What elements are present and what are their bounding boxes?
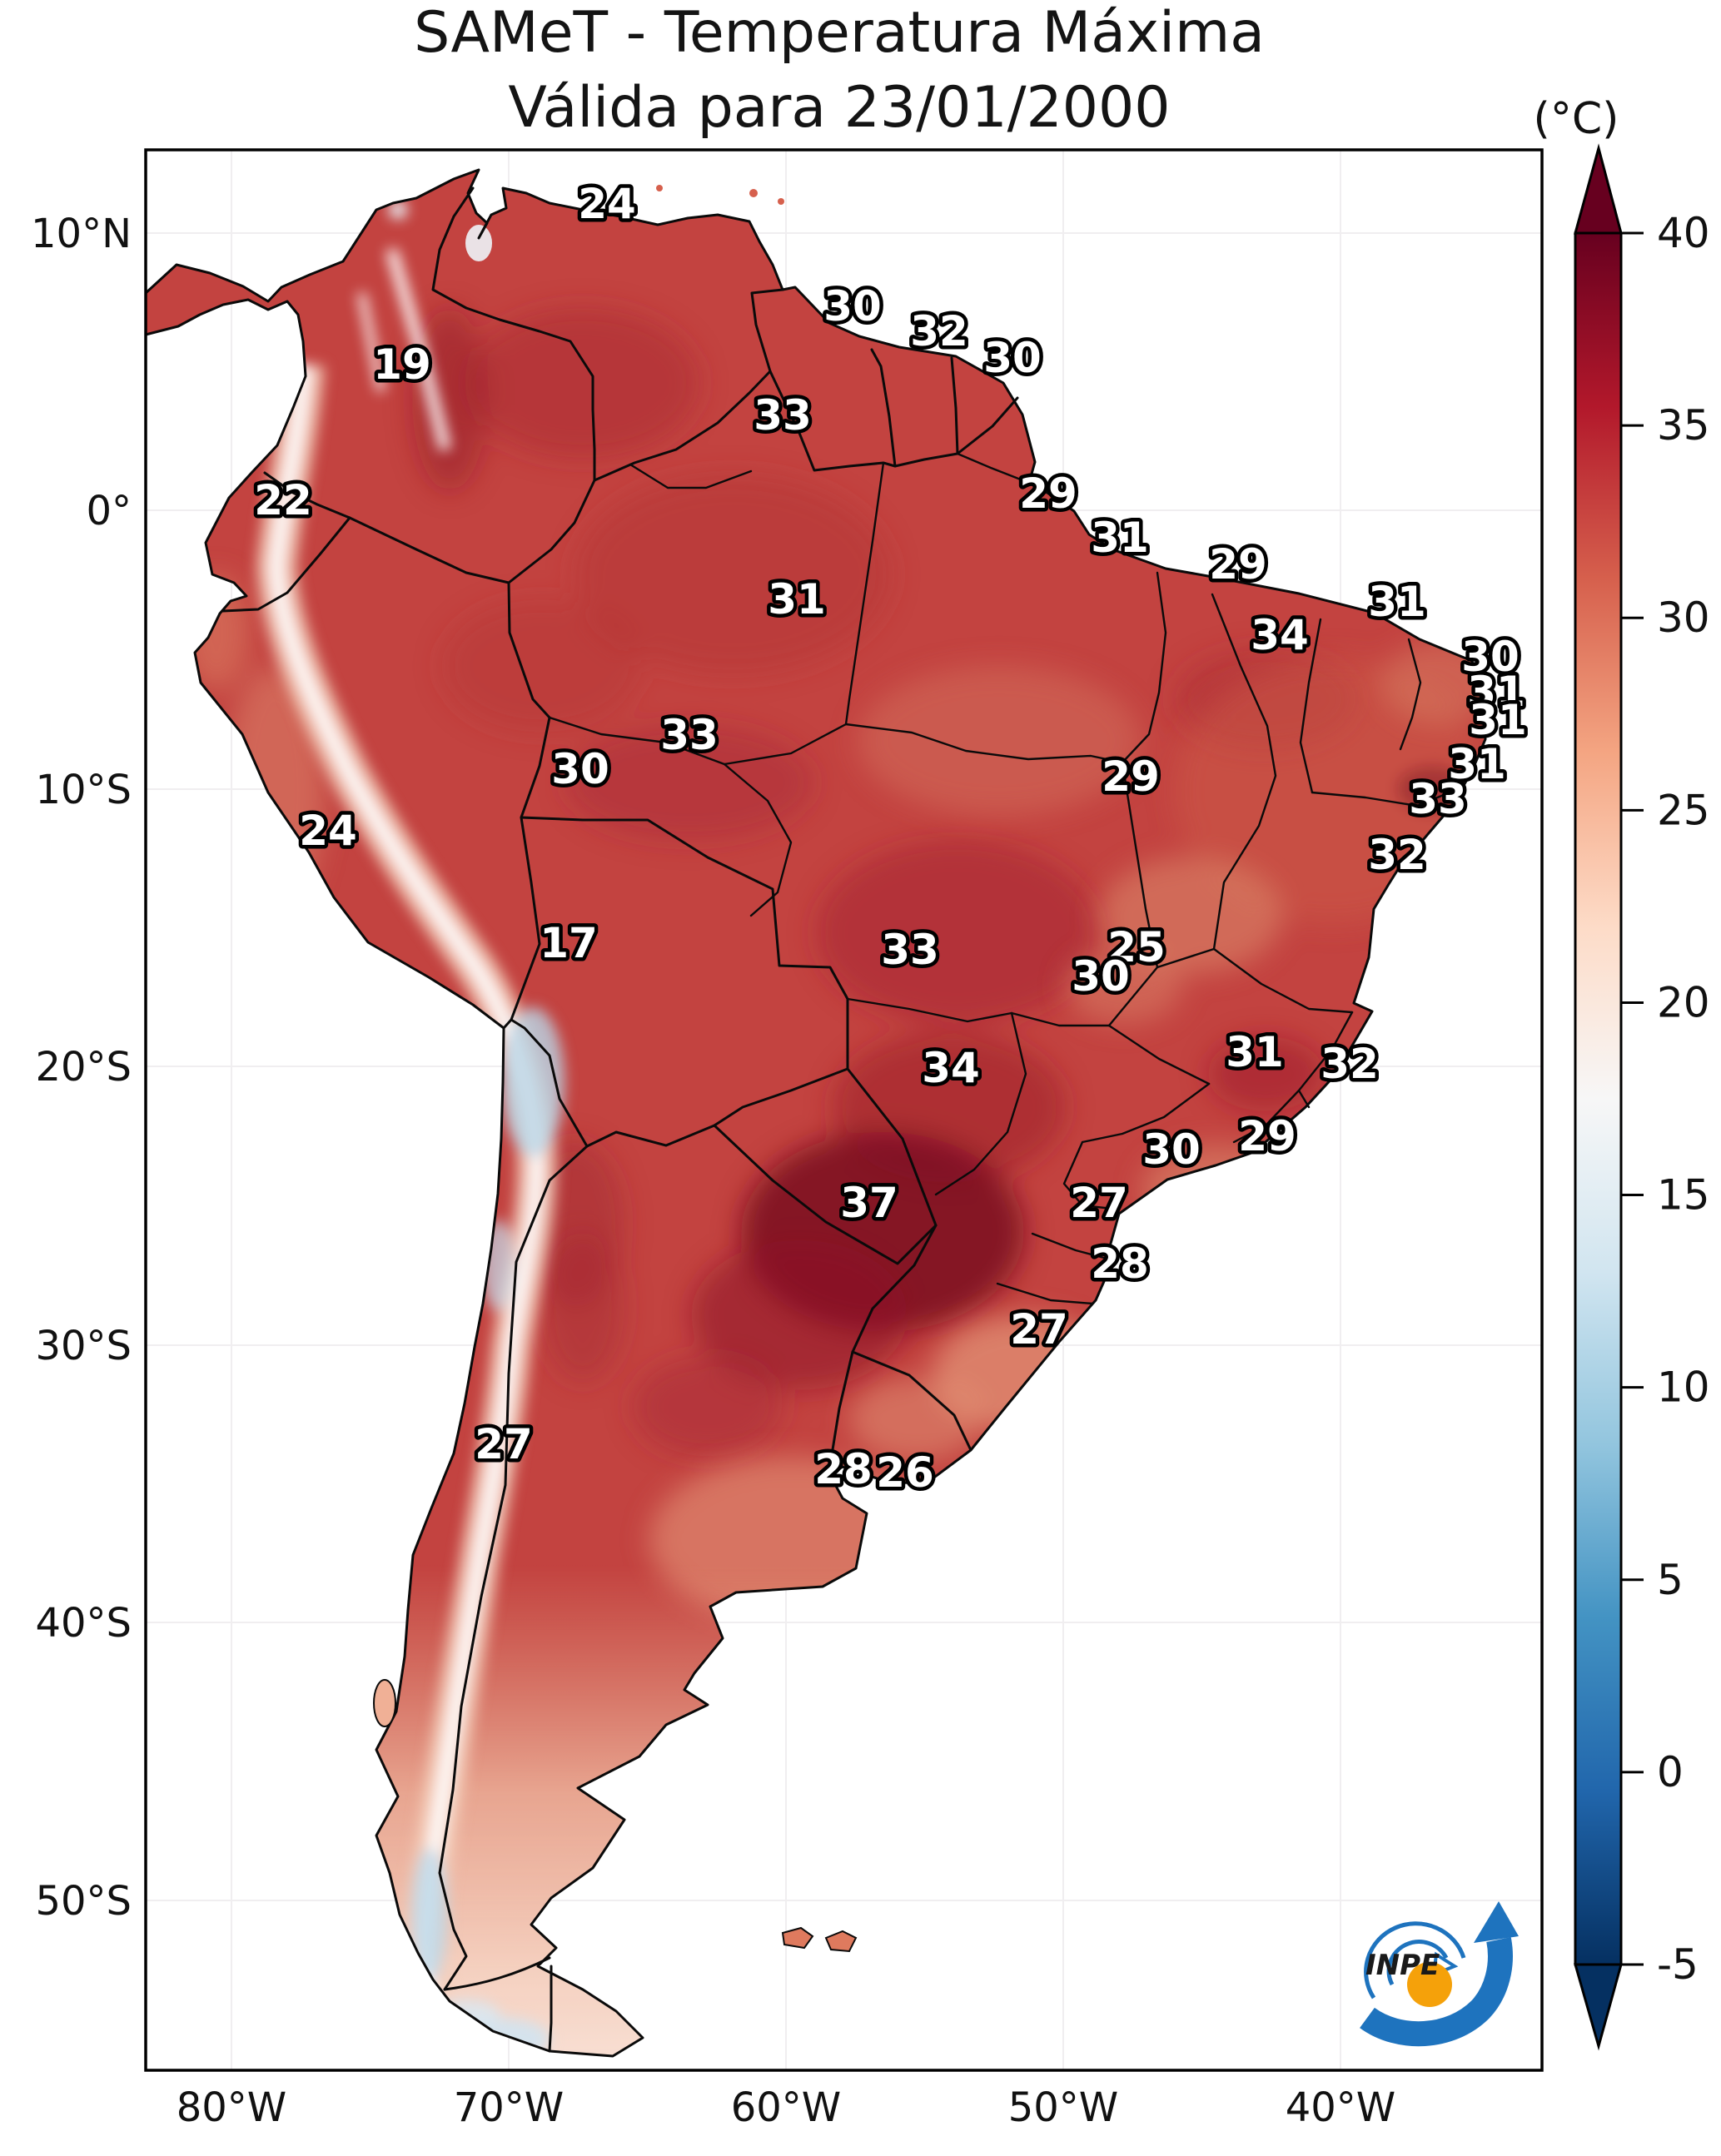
logo-arrowhead	[1474, 1901, 1519, 1943]
temperature-value-label: 32	[1368, 831, 1426, 879]
temperature-value-label: 27	[1070, 1179, 1128, 1227]
lat-axis: 10°N 0° 10°S 20°S 30°S 40°S 50°S	[31, 211, 132, 1925]
temperature-value-label: 28	[814, 1445, 873, 1493]
temperature-value-label: 26	[876, 1448, 934, 1497]
lat-tick-label: 20°S	[35, 1044, 132, 1090]
lon-tick-label: 40°W	[1286, 2084, 1396, 2131]
lat-tick-label: 40°S	[35, 1600, 132, 1647]
lat-tick-label: 0°	[86, 488, 132, 534]
temperature-value-label: 32	[910, 307, 968, 355]
temperature-value-label: 30	[551, 745, 609, 793]
temperature-value-label: 33	[660, 711, 719, 759]
temperature-value-label: 30	[983, 334, 1042, 382]
temperature-value-label: 29	[1102, 753, 1160, 801]
temperature-value-label: 29	[1238, 1112, 1296, 1160]
logo-swoosh-arrow	[1360, 1937, 1513, 2047]
colorbar-tick-label: -5	[1657, 1940, 1699, 1989]
temperature-value-label: 29	[1209, 540, 1267, 589]
lon-tick-label: 80°W	[177, 2084, 287, 2131]
temperature-value-label: 24	[299, 807, 357, 855]
temperature-value-label: 31	[1469, 696, 1527, 744]
colorbar-ticks: 40 35 30 25 20 15 10 5 0 -5	[1621, 209, 1710, 1989]
lon-tick-label: 50°W	[1008, 2084, 1119, 2131]
temperature-value-label: 19	[373, 340, 431, 389]
temperature-value-label: 31	[1467, 668, 1525, 716]
temperature-value-label: 31	[1226, 1028, 1284, 1076]
lat-tick-label: 10°N	[31, 211, 132, 257]
colorbar-tick-label: 30	[1657, 594, 1710, 642]
colorbar-tick-label: 5	[1657, 1556, 1684, 1604]
temperature-value-label: 30	[1142, 1125, 1201, 1174]
figure-title-line1: SAMeT - Temperatura Máxima	[414, 0, 1265, 66]
temperature-value-label: 31	[1448, 740, 1506, 788]
temperature-value-label: 30	[1072, 952, 1130, 1001]
temperature-value-label: 31	[1091, 514, 1149, 562]
lon-tick-label: 70°W	[454, 2084, 565, 2131]
logo-orange-ball	[1407, 1962, 1452, 2007]
temperature-value-label: 27	[1010, 1305, 1068, 1354]
logo-spiral-inner	[1386, 1940, 1449, 1986]
lat-tick-label: 50°S	[35, 1878, 132, 1925]
temperature-value-label: 33	[881, 926, 939, 974]
coastline	[144, 168, 1487, 2058]
figure-title-line2: Válida para 23/01/2000	[508, 75, 1170, 141]
temperature-value-label: 31	[1368, 578, 1426, 626]
temperature-value-label: 33	[1409, 775, 1467, 823]
state-borders	[548, 452, 1455, 1305]
map-frame	[144, 148, 1544, 2072]
temperature-value-label: 30	[1461, 633, 1520, 681]
colorbar: (°C) 40 35 30 25 20 15 10 5 0 -5	[1534, 94, 1710, 2051]
temperature-value-label: 29	[1019, 469, 1077, 518]
temperature-value-label: 24	[578, 180, 636, 228]
colorbar-tick-label: 35	[1657, 401, 1710, 450]
colorbar-tick-label: 25	[1657, 786, 1710, 834]
temperature-value-label: 37	[840, 1179, 898, 1227]
temperature-value-label: 27	[475, 1420, 533, 1468]
lon-axis: 80°W 70°W 60°W 50°W 40°W	[177, 2084, 1396, 2131]
temperature-value-label: 22	[254, 476, 312, 524]
temperature-value-label: 31	[768, 575, 826, 623]
temperature-value-label: 32	[1321, 1040, 1379, 1088]
logo-text: INPE	[1365, 1949, 1440, 1982]
colorbar-gradient	[1574, 231, 1623, 1966]
country-borders	[221, 186, 1019, 2053]
temperature-value-label: 28	[1091, 1239, 1149, 1288]
colorbar-tick-label: 10	[1657, 1364, 1710, 1412]
logo-spiral	[1364, 1921, 1466, 2000]
temperature-value-label: 30	[823, 282, 882, 330]
colorbar-unit-label: (°C)	[1534, 94, 1619, 144]
islands	[373, 185, 858, 1953]
inpe-logo: INPE	[1360, 1901, 1519, 2047]
temperature-value-label: 25	[1107, 923, 1166, 971]
temperature-value-label: 33	[754, 391, 812, 440]
colorbar-tick-label: 0	[1657, 1748, 1684, 1796]
temperature-value-label: 34	[1251, 611, 1309, 659]
temperature-value-label: 17	[540, 919, 598, 967]
colorbar-tick-label: 15	[1657, 1171, 1710, 1220]
lat-tick-label: 10°S	[35, 767, 132, 813]
temperature-value-label: 34	[922, 1044, 980, 1092]
colorbar-tick-label: 20	[1657, 978, 1710, 1026]
lat-tick-label: 30°S	[35, 1323, 132, 1369]
colorbar-tick-label: 40	[1657, 209, 1710, 257]
lon-tick-label: 60°W	[731, 2084, 842, 2131]
